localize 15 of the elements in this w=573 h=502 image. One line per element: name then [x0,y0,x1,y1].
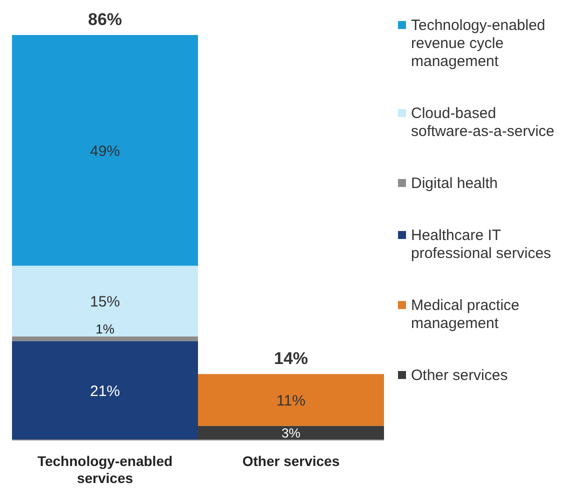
x-tick-label: Technology-enabled services [37,453,173,486]
data-label: 11% [276,392,306,410]
legend-label: Medical practice management [411,297,520,332]
legend-label: Cloud-based software-as-a-service [411,105,554,140]
total-label: 86% [88,10,122,29]
total-label: 14% [274,349,308,368]
data-label: 1% [96,321,115,336]
data-label: 3% [282,426,301,441]
legend-label: Healthcare IT professional services [411,227,552,262]
data-label: 49% [90,142,120,160]
legend-label: Other services [411,367,508,384]
legend-label: Digital health [411,175,498,192]
data-label: 15% [90,293,120,310]
legend-label: Technology-enabled revenue cycle management [411,17,546,70]
data-label: 21% [90,382,120,400]
